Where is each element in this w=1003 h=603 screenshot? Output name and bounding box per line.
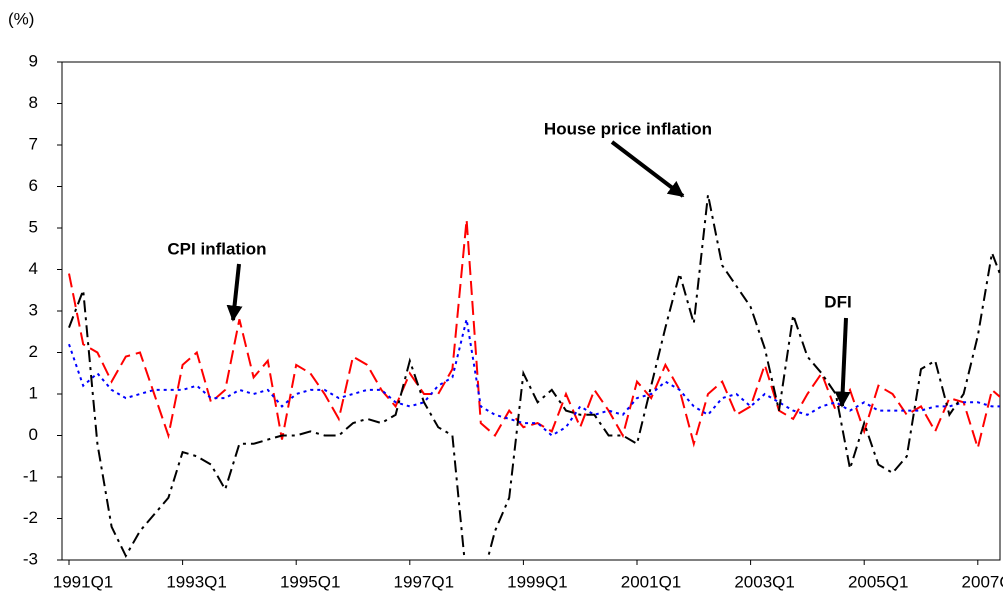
y-tick-label: 4 bbox=[29, 259, 38, 278]
series-line bbox=[68, 219, 1000, 452]
annotation: House price inflation bbox=[544, 119, 712, 138]
y-axis-label: (%) bbox=[8, 9, 34, 28]
y-tick-label: -2 bbox=[23, 508, 38, 527]
y-tick-label: 6 bbox=[29, 176, 38, 195]
y-tick-label: 9 bbox=[29, 51, 38, 70]
y-tick-label: -3 bbox=[23, 549, 38, 568]
plot-frame bbox=[61, 61, 1001, 561]
x-tick-label: 1995Q1 bbox=[280, 572, 341, 591]
x-tick-label: 2001Q1 bbox=[621, 572, 682, 591]
arrow bbox=[610, 140, 685, 198]
plot-area bbox=[68, 194, 1000, 560]
y-tick-label: 7 bbox=[29, 134, 38, 153]
x-tick-label: 1997Q1 bbox=[394, 572, 455, 591]
series-line bbox=[68, 319, 1000, 437]
y-tick-label: -1 bbox=[23, 466, 38, 485]
series-line bbox=[68, 194, 1000, 560]
x-tick-label: 1999Q1 bbox=[507, 572, 568, 591]
annotation: CPI inflation bbox=[167, 239, 266, 258]
y-tick-label: 0 bbox=[29, 425, 38, 444]
y-tick-label: 8 bbox=[29, 93, 38, 112]
y-tick-label: 1 bbox=[29, 383, 38, 402]
x-tick-label: 1991Q1 bbox=[53, 572, 114, 591]
x-tick-label: 2007Q1 bbox=[962, 572, 1003, 591]
x-tick-label: 1993Q1 bbox=[166, 572, 227, 591]
x-tick-label: 2003Q1 bbox=[734, 572, 795, 591]
x-tick-label: 2005Q1 bbox=[848, 572, 909, 591]
y-tick-label: 2 bbox=[29, 342, 38, 361]
y-tick-label: 5 bbox=[29, 217, 38, 236]
annotation: DFI bbox=[824, 292, 851, 311]
arrow bbox=[226, 263, 243, 322]
y-tick-label: 3 bbox=[29, 300, 38, 319]
arrow bbox=[834, 317, 851, 408]
